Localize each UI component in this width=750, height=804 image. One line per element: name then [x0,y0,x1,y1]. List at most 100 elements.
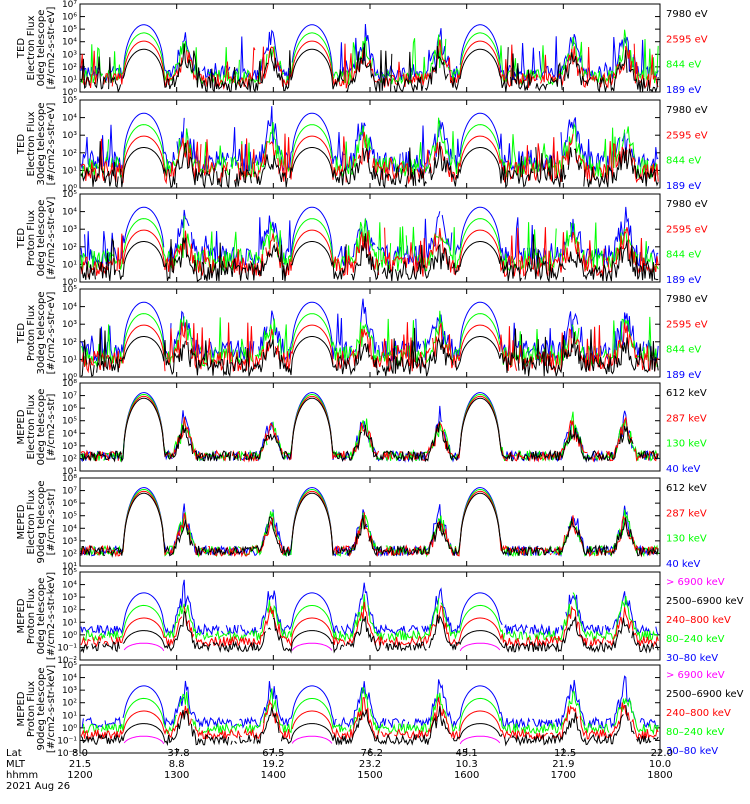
ytick-label: 10⁵ [62,417,77,427]
ytick-label: 10⁰ [62,631,77,641]
series-magenta [123,735,501,745]
ytick-label: 10² [62,549,77,559]
ytick-label: 10¹ [62,618,77,628]
ytick-label: 10¹ [62,166,77,176]
panel-8: 10⁻² 10⁻¹ 10⁰ 10¹ 10² 10³ 10⁴ 10⁵ MEPED Proton Fl… [16,661,744,759]
footer-mlt: 19.2 [262,759,284,770]
ytick-label: 10² [62,243,77,253]
footer-lat: 67.5 [262,748,284,759]
ytick-label: 10⁰ [62,373,77,383]
footer-mlt: 10.3 [456,759,478,770]
ytick-label: 10⁴ [62,581,77,591]
footer-mlt: 23.2 [359,759,381,770]
series-black [80,327,659,378]
ylabel-line: 0deg telescope [36,389,47,466]
legend-entry: 2500–6900 keV [666,596,744,607]
ytick-label: 10⁵ [62,285,77,295]
footer-lat: 8.0 [72,748,88,759]
ytick-label: 10⁸ [62,474,77,484]
series-black [80,705,659,747]
ylabel-line: [#/cm2-s-str-eV] [46,7,57,90]
ytick-label: 10¹ [62,355,77,365]
footer-hhmm: 1700 [551,770,576,781]
ylabel-line: [#/cm2-s-str-eV] [46,292,57,375]
footer-lat: -76.2 [357,748,383,759]
ytick-label: 10³ [62,131,77,141]
ylabel-line: 0deg telescope [36,10,47,87]
series-black [80,43,659,93]
ylabel-line: MEPED [16,409,27,444]
ytick-label: 10³ [62,593,77,603]
ytick-label: 10⁴ [62,208,77,218]
footer-hhmm: 1200 [67,770,92,781]
footer-mlt: 21.5 [69,759,91,770]
legend-entry: 844 eV [666,60,701,71]
legend-entry: 287 keV [666,508,707,519]
ylabel-line: MEPED [16,598,27,633]
footer-hhmm: 1600 [454,770,479,781]
ylabel-line: Electron Flux [26,489,37,554]
ylabel-line: Electron Flux [26,15,37,80]
ylabel-line: Proton Flux [26,681,37,737]
ytick-label: 10⁻¹ [57,736,77,746]
ylabel-line: [#/cm2-s-str-keV] [46,572,57,660]
legend-entry: 844 eV [666,250,701,261]
ytick-label: 10³ [62,225,77,235]
legend-entry: 30–80 keV [666,653,718,664]
series-red [80,601,659,648]
legend-entry: 80–240 keV [666,727,725,738]
ylabel-line: 90deg telescope [36,480,47,563]
footer-row-label: MLT [6,759,26,770]
series-black [80,492,659,558]
ytick-label: 10² [62,606,77,616]
ytick-label: 10³ [62,320,77,330]
panel-3: 10⁰ 10¹ 10² 10³ 10⁴ 10⁵ TED Proton Flux 0deg tel… [16,190,708,288]
ylabel-line: Electron Flux [26,394,37,459]
panel-4: 10⁰ 10¹ 10² 10³ 10⁴ 10⁵ TED Proton Flux 30deg te… [16,285,708,383]
panel-5: 10¹ 10² 10³ 10⁴ 10⁵ 10⁶ 10⁷ 10⁸ MEPED Electron Fl… [16,379,707,477]
ytick-label: 10⁰ [62,724,77,734]
ytick-label: 10¹ [62,260,77,270]
legend-entry: 189 eV [666,275,701,286]
legend-entry: 189 eV [666,85,701,96]
ylabel-line: Proton Flux [26,305,37,361]
ytick-label: 10² [62,699,77,709]
ylabel-line: Proton Flux [26,588,37,644]
legend-entry: 240–800 keV [666,615,731,626]
series-black [80,141,659,189]
footer-row-label: 2021 Aug 26 [6,781,70,792]
legend-entry: 7980 eV [666,294,708,305]
ytick-label: 10⁶ [62,13,77,23]
ytick-label: 10⁰ [62,88,77,98]
ytick-label: 10⁸ [62,379,77,389]
ytick-label: 10¹ [62,467,77,477]
legend-entry: 130 keV [666,534,707,545]
panel-1: 10⁰ 10¹ 10² 10³ 10⁴ 10⁵ 10⁶ 10⁷ TED Electron Flux… [16,0,708,98]
ylabel-line: [#/cm2-s-str] [46,488,57,555]
legend-entry: 240–800 keV [666,708,731,719]
legend-entry: 80–240 keV [666,634,725,645]
legend-entry: 130 keV [666,439,707,450]
series-black [80,397,659,463]
footer-row-label: hhmm [6,770,38,781]
ytick-label: 10² [62,149,77,159]
legend-entry: 844 eV [666,345,701,356]
legend-entry: 287 keV [666,413,707,424]
footer-lat: -37.8 [164,748,190,759]
ytick-label: 10³ [62,442,77,452]
ytick-label: 10⁴ [62,303,77,313]
footer-mlt: 8.8 [169,759,185,770]
legend-entry: > 6900 keV [666,577,725,588]
ylabel-line: Proton Flux [26,210,37,266]
ytick-label: 10⁷ [62,0,77,10]
footer-hhmm: 1300 [164,770,189,781]
series-blue [80,298,659,362]
footer-lat: -12.5 [550,748,576,759]
ytick-label: 10³ [62,686,77,696]
series-green [82,592,659,643]
legend-entry: 7980 eV [666,9,708,20]
ytick-label: 10⁴ [62,114,77,124]
series-green [80,310,659,368]
series-green [82,687,659,736]
footer-hhmm: 1400 [261,770,286,781]
